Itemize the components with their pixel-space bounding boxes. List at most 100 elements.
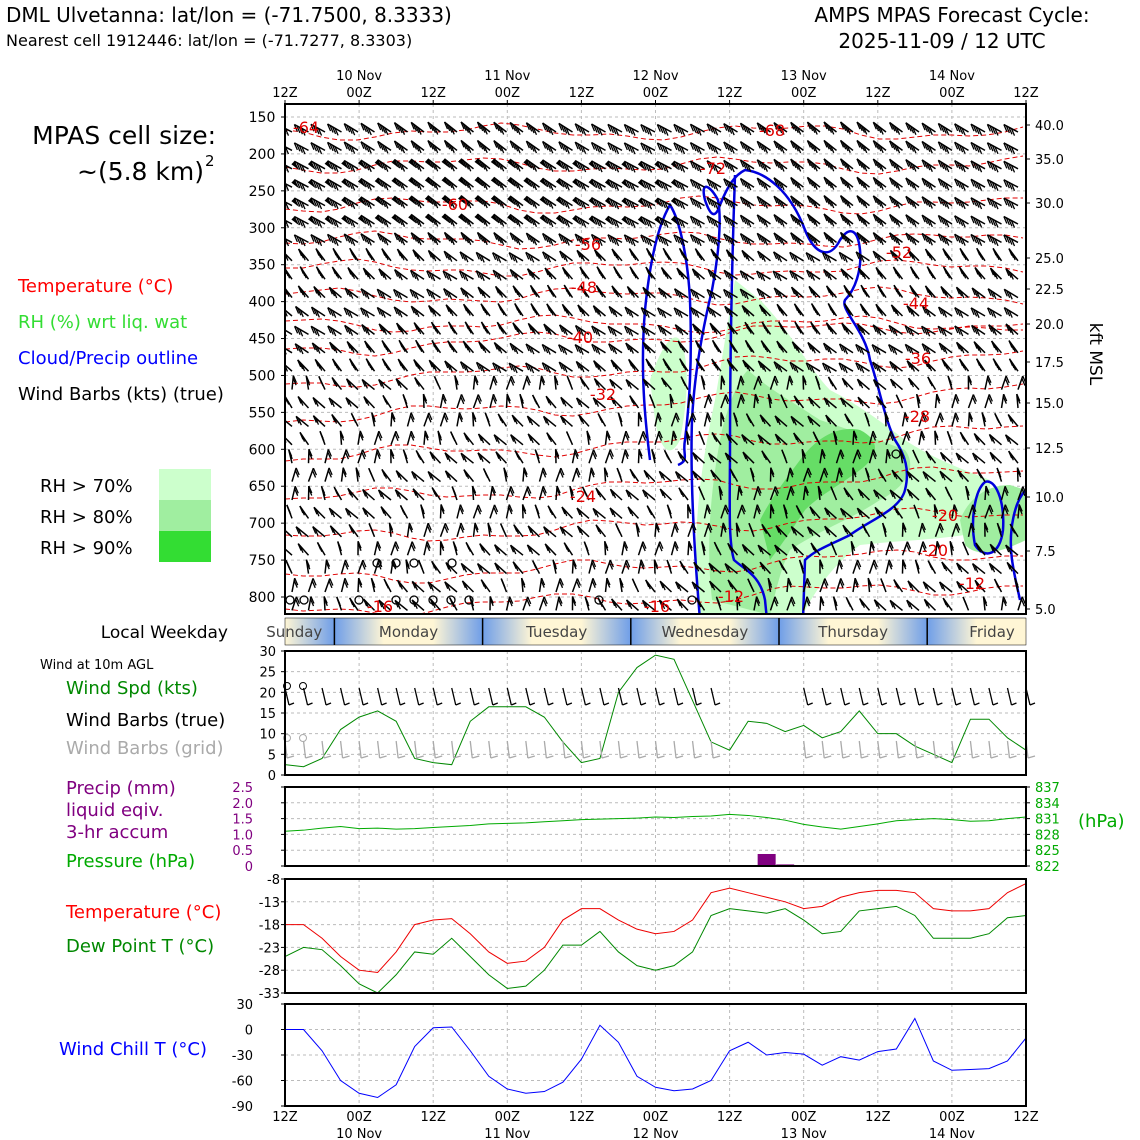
- wind-barb-feather: [728, 273, 733, 281]
- wind-barb-feather: [841, 377, 846, 386]
- wind-barb-feather: [577, 216, 582, 225]
- wind-barb-staff: [802, 596, 808, 611]
- wind-barb-feather: [560, 345, 565, 354]
- wind-barb-feather: [809, 178, 814, 187]
- wind-barb-feather: [398, 180, 403, 189]
- wind-barb-feather: [794, 255, 799, 263]
- wind-barb-feather: [577, 198, 582, 207]
- temperature-contour-label: -44: [903, 294, 929, 313]
- wind-barb-feather: [806, 269, 811, 278]
- wind-barb-feather: [806, 578, 812, 586]
- wind-barb-feather: [855, 362, 860, 370]
- wind-barb-staff: [542, 159, 557, 170]
- wind-barb-staff: [588, 449, 595, 464]
- wind-barb-feather: [956, 522, 961, 531]
- wind-barb-feather: [904, 412, 909, 420]
- wind-barb-feather: [860, 347, 865, 355]
- wind-barb-feather: [923, 327, 928, 336]
- wind-barb-feather: [459, 504, 465, 512]
- wind-barbs-grid-label: Wind Barbs (grid): [66, 738, 224, 759]
- wind-barb-staff: [759, 304, 772, 317]
- kft-tick: 35.0: [1035, 153, 1064, 168]
- wind-barb-feather: [675, 162, 681, 170]
- wind-barb-feather: [955, 394, 960, 402]
- calm-wind-marker: [428, 595, 438, 605]
- wind-barb-feather: [825, 233, 830, 242]
- wind-barb-staff: [477, 213, 491, 225]
- pressure-tick: 500: [249, 368, 276, 384]
- wind-barb-feather: [540, 377, 545, 386]
- wind-barb-feather: [329, 327, 334, 335]
- wind-barb-feather: [973, 326, 978, 335]
- wind-barb-feather: [450, 127, 455, 135]
- wind-barb-feather: [462, 454, 467, 463]
- wind-barb-feather: [607, 234, 612, 243]
- wind-barb-feather: [691, 323, 697, 332]
- wind-barb-feather: [976, 544, 982, 553]
- wind-barb-feather: [559, 526, 564, 534]
- wind-barb-staff: [505, 375, 513, 390]
- wind-barb-feather: [795, 397, 800, 406]
- wind-barb-feather: [446, 197, 451, 205]
- wind-barb-feather: [546, 269, 551, 278]
- wind-barb-feather: [944, 600, 949, 608]
- wind-barb-flag: [441, 214, 450, 224]
- wind-barb-feather: [989, 217, 994, 226]
- wind-barb-feather: [528, 234, 533, 243]
- wind-barb-feather: [608, 451, 614, 460]
- wind-barb-feather: [340, 433, 345, 441]
- wind-barb-feather: [890, 326, 896, 335]
- wind-barb-feather: [770, 504, 775, 512]
- wind-barb-feather: [970, 307, 975, 316]
- wind-barb-feather: [738, 488, 743, 496]
- wind-barb-staff: [973, 341, 986, 354]
- wind-barb-staff: [710, 469, 722, 483]
- temperature-contour: [285, 155, 1024, 175]
- wind-barb-feather: [975, 237, 980, 245]
- wind-barb-staff: [429, 451, 442, 464]
- wind-barb-staff: [393, 232, 408, 244]
- wind-barb-feather: [696, 327, 701, 335]
- wind-barb-feather: [692, 180, 697, 189]
- wind-barb-feather: [641, 433, 647, 441]
- wind-barb-flag: [441, 195, 450, 205]
- wind-barb-feather: [846, 145, 851, 154]
- kft-tick: 30.0: [1035, 197, 1064, 212]
- wind-barb-feather: [706, 414, 711, 423]
- wind-barb-feather: [789, 488, 795, 497]
- wind-barb-staff: [723, 233, 738, 244]
- wind-barb-flag: [555, 197, 564, 207]
- wind-barb-feather: [656, 234, 661, 243]
- wind-barb-feather: [775, 160, 780, 169]
- wind-barb-staff: [703, 522, 710, 538]
- wind-barb-staff: [472, 394, 480, 409]
- wind-barb-feather: [454, 377, 459, 386]
- wind-barb-feather: [661, 218, 667, 227]
- wind-barb-feather: [414, 490, 419, 499]
- wind-barb-feather: [384, 237, 389, 246]
- wind-barb-feather: [960, 290, 965, 299]
- wind-barb-feather: [493, 375, 498, 384]
- wind-barb-feather: [906, 489, 911, 497]
- wind-barb-staff: [852, 559, 859, 574]
- wind-barb-feather: [701, 543, 706, 552]
- wind-barb-feather: [977, 470, 982, 479]
- wind-barb-feather: [955, 342, 961, 350]
- wind-barb-feather: [877, 397, 882, 406]
- wind-barb-feather: [317, 220, 323, 228]
- wind-barb-staff: [819, 578, 826, 593]
- wind-barb-feather: [640, 325, 645, 334]
- surface-wind-barb-true: [488, 687, 494, 706]
- wind-barb-staff: [477, 158, 491, 170]
- wind-barb-feather: [756, 288, 761, 296]
- wind-barb-feather: [315, 237, 320, 245]
- wind-barb-feather: [295, 416, 300, 424]
- wind-barb-feather: [995, 415, 1000, 423]
- wind-barb-feather: [945, 238, 950, 246]
- wind-barb-staff: [889, 195, 903, 207]
- wind-barb-feather: [533, 397, 538, 405]
- wind-barb-staff: [885, 449, 889, 464]
- wind-barb-feather: [459, 506, 464, 515]
- wind-barb-feather: [280, 126, 283, 133]
